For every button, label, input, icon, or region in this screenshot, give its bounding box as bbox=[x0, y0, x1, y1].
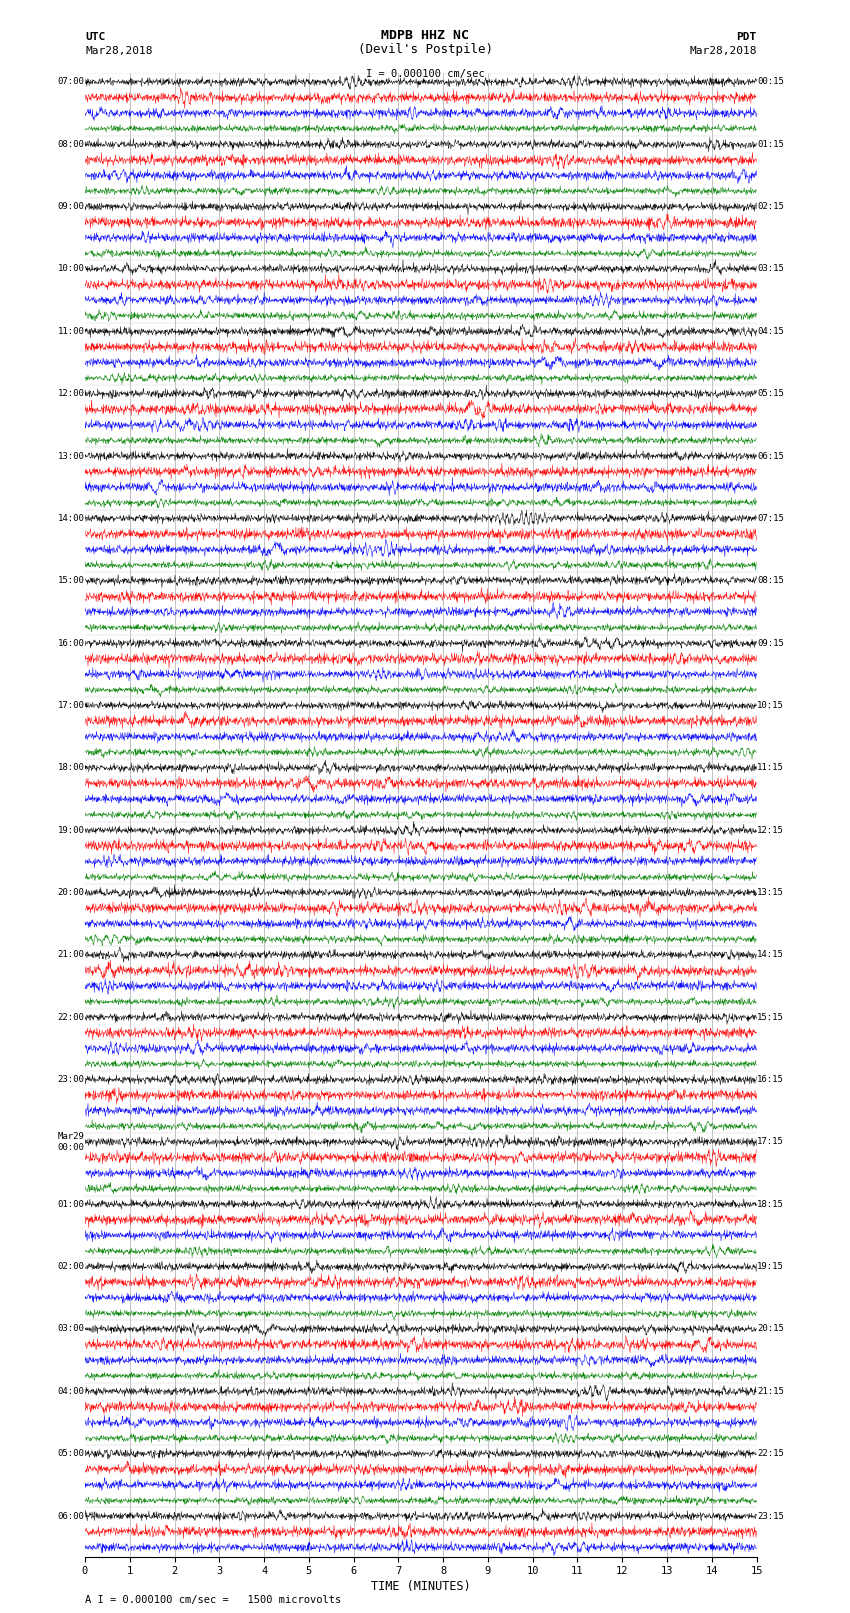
Text: 15:00: 15:00 bbox=[58, 576, 84, 586]
Text: 23:00: 23:00 bbox=[58, 1074, 84, 1084]
Text: 02:00: 02:00 bbox=[58, 1261, 84, 1271]
Text: 02:15: 02:15 bbox=[757, 202, 784, 211]
Text: 12:15: 12:15 bbox=[757, 826, 784, 834]
Text: 00:15: 00:15 bbox=[757, 77, 784, 87]
Text: 16:15: 16:15 bbox=[757, 1074, 784, 1084]
Text: 21:00: 21:00 bbox=[58, 950, 84, 960]
Text: 20:00: 20:00 bbox=[58, 889, 84, 897]
Text: 16:00: 16:00 bbox=[58, 639, 84, 647]
Text: 01:15: 01:15 bbox=[757, 140, 784, 148]
Text: Mar28,2018: Mar28,2018 bbox=[85, 47, 152, 56]
Text: 23:15: 23:15 bbox=[757, 1511, 784, 1521]
Text: 08:15: 08:15 bbox=[757, 576, 784, 586]
Text: 14:00: 14:00 bbox=[58, 515, 84, 523]
Text: 01:00: 01:00 bbox=[58, 1200, 84, 1208]
Text: I = 0.000100 cm/sec: I = 0.000100 cm/sec bbox=[366, 69, 484, 79]
Text: 19:00: 19:00 bbox=[58, 826, 84, 834]
Text: (Devil's Postpile): (Devil's Postpile) bbox=[358, 44, 492, 56]
Text: 11:15: 11:15 bbox=[757, 763, 784, 773]
Text: 19:15: 19:15 bbox=[757, 1261, 784, 1271]
Text: A I = 0.000100 cm/sec =   1500 microvolts: A I = 0.000100 cm/sec = 1500 microvolts bbox=[85, 1595, 341, 1605]
Text: 10:15: 10:15 bbox=[757, 702, 784, 710]
X-axis label: TIME (MINUTES): TIME (MINUTES) bbox=[371, 1581, 471, 1594]
Text: 10:00: 10:00 bbox=[58, 265, 84, 274]
Text: 17:00: 17:00 bbox=[58, 702, 84, 710]
Text: 03:00: 03:00 bbox=[58, 1324, 84, 1334]
Text: 21:15: 21:15 bbox=[757, 1387, 784, 1395]
Text: 05:15: 05:15 bbox=[757, 389, 784, 398]
Text: 07:00: 07:00 bbox=[58, 77, 84, 87]
Text: 22:00: 22:00 bbox=[58, 1013, 84, 1021]
Text: 14:15: 14:15 bbox=[757, 950, 784, 960]
Text: 18:00: 18:00 bbox=[58, 763, 84, 773]
Text: 05:00: 05:00 bbox=[58, 1448, 84, 1458]
Text: 12:00: 12:00 bbox=[58, 389, 84, 398]
Text: 17:15: 17:15 bbox=[757, 1137, 784, 1147]
Text: 04:00: 04:00 bbox=[58, 1387, 84, 1395]
Text: 09:15: 09:15 bbox=[757, 639, 784, 647]
Text: 06:00: 06:00 bbox=[58, 1511, 84, 1521]
Text: MDPB HHZ NC: MDPB HHZ NC bbox=[381, 29, 469, 42]
Text: 15:15: 15:15 bbox=[757, 1013, 784, 1021]
Text: 22:15: 22:15 bbox=[757, 1448, 784, 1458]
Text: 03:15: 03:15 bbox=[757, 265, 784, 274]
Text: 09:00: 09:00 bbox=[58, 202, 84, 211]
Text: 11:00: 11:00 bbox=[58, 327, 84, 336]
Text: UTC: UTC bbox=[85, 32, 105, 42]
Text: 04:15: 04:15 bbox=[757, 327, 784, 336]
Text: 13:00: 13:00 bbox=[58, 452, 84, 461]
Text: 06:15: 06:15 bbox=[757, 452, 784, 461]
Text: 20:15: 20:15 bbox=[757, 1324, 784, 1334]
Text: 13:15: 13:15 bbox=[757, 889, 784, 897]
Text: Mar28,2018: Mar28,2018 bbox=[689, 47, 756, 56]
Text: Mar29
00:00: Mar29 00:00 bbox=[58, 1132, 84, 1152]
Text: 18:15: 18:15 bbox=[757, 1200, 784, 1208]
Text: 08:00: 08:00 bbox=[58, 140, 84, 148]
Text: 07:15: 07:15 bbox=[757, 515, 784, 523]
Text: PDT: PDT bbox=[736, 32, 756, 42]
